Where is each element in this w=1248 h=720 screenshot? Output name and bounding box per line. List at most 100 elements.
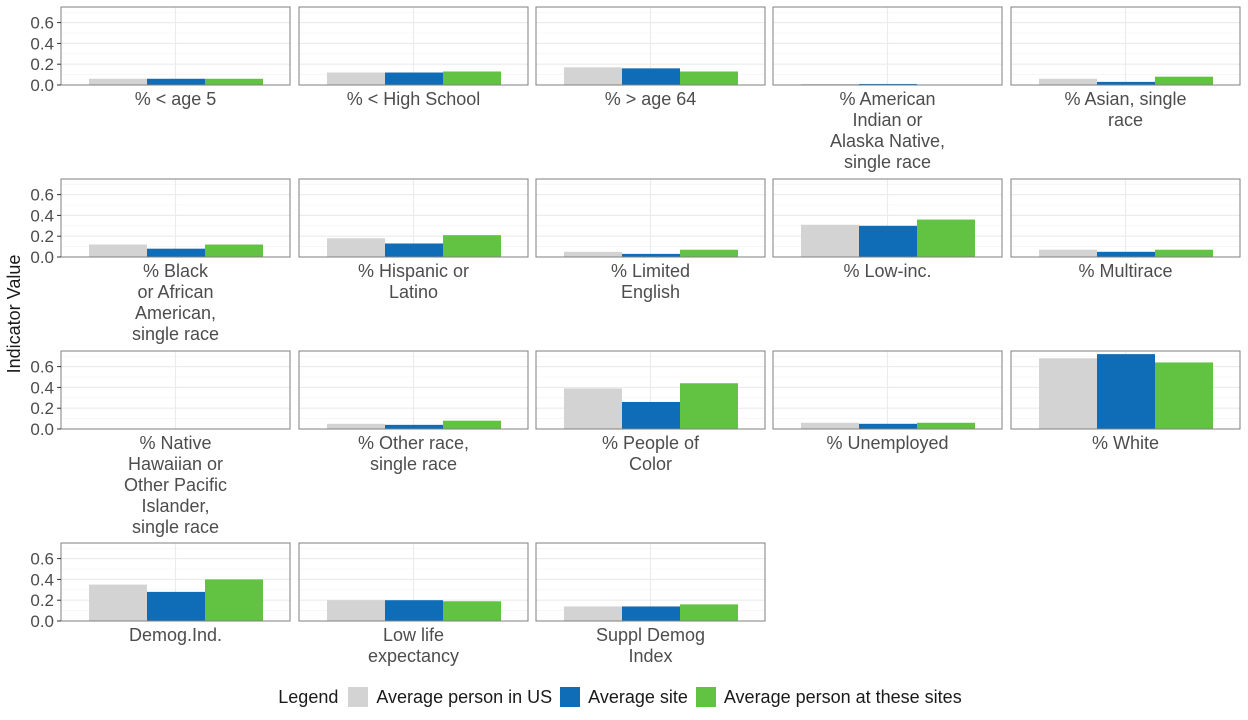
panel-label: expectancy <box>368 646 459 666</box>
panel-label: or African <box>137 282 213 302</box>
bar-these-sites <box>205 579 263 621</box>
bar-these-sites <box>1155 249 1213 257</box>
legend-item-site: Average site <box>560 687 688 708</box>
panel-border <box>772 350 1003 430</box>
bar-site <box>622 253 680 257</box>
panel-label: Alaska Native, <box>830 131 945 151</box>
bar-site <box>622 68 680 85</box>
bar-these-sites <box>443 71 501 85</box>
bar-site <box>859 423 917 429</box>
panel-label: single race <box>370 454 457 474</box>
legend-swatch-us <box>348 687 369 707</box>
panel-border <box>772 178 1003 258</box>
bar-site <box>385 424 443 429</box>
bar-these-sites <box>205 244 263 257</box>
panel-label: American, <box>135 303 216 323</box>
panel-border <box>1010 178 1241 258</box>
panel-border <box>1010 6 1241 86</box>
panel-label: single race <box>844 152 931 172</box>
panel-label: English <box>621 282 680 302</box>
y-tick-label: 0.6 <box>30 358 54 377</box>
bar-us <box>801 422 859 429</box>
legend-item-us: Average person in US <box>348 687 552 708</box>
bar-these-sites <box>205 78 263 85</box>
panel-label: % Low-inc. <box>843 261 931 281</box>
bar-these-sites <box>680 71 738 85</box>
legend-title: Legend <box>278 686 339 707</box>
bar-site <box>147 591 205 621</box>
y-tick-label: 0.2 <box>30 55 54 74</box>
bar-us <box>327 72 385 85</box>
y-tick-label: 0.6 <box>30 186 54 205</box>
y-tick-label: 0.0 <box>30 248 54 267</box>
panel-border <box>60 178 291 258</box>
panel-label: Indian or <box>852 110 922 130</box>
bar-us <box>1039 78 1097 85</box>
bar-these-sites <box>680 383 738 429</box>
y-tick-label: 0.0 <box>30 76 54 95</box>
panel-label: Suppl Demog <box>596 625 705 645</box>
panel-label: % < High School <box>347 89 481 109</box>
panel-label: Index <box>628 646 672 666</box>
bar-these-sites <box>917 219 975 257</box>
panel-label: Islander, <box>141 496 209 516</box>
panel-label: Hawaiian or <box>128 454 223 474</box>
panel-label: % Unemployed <box>826 433 948 453</box>
bar-site <box>1097 251 1155 257</box>
panel-label: % People of <box>602 433 700 453</box>
panel-border <box>60 350 291 430</box>
panel-label: % Multirace <box>1078 261 1172 281</box>
bar-us <box>564 388 622 429</box>
panel-label: % White <box>1092 433 1159 453</box>
y-tick-label: 0.6 <box>30 14 54 33</box>
bar-these-sites <box>443 235 501 257</box>
bar-these-sites <box>680 249 738 257</box>
panel-label: % > age 64 <box>605 89 697 109</box>
panel-border <box>298 178 529 258</box>
legend-swatch-these-sites <box>695 687 716 707</box>
bar-site <box>622 401 680 429</box>
bar-us <box>327 423 385 429</box>
bar-us <box>327 600 385 621</box>
y-tick-label: 0.4 <box>30 206 54 225</box>
bar-these-sites <box>443 420 501 429</box>
y-tick-label: 0.4 <box>30 378 54 397</box>
panel-label: % Asian, single <box>1064 89 1186 109</box>
bar-us <box>801 224 859 257</box>
bar-site <box>859 83 917 85</box>
y-tick-label: 0.2 <box>30 591 54 610</box>
panel-border <box>298 6 529 86</box>
panel-label: Demog.Ind. <box>129 625 222 645</box>
bar-us <box>89 78 147 85</box>
panel-label: % Hispanic or <box>358 261 469 281</box>
bar-these-sites <box>443 601 501 621</box>
bar-site <box>147 78 205 85</box>
panel-border <box>60 6 291 86</box>
bar-us <box>89 584 147 621</box>
panel-label: % American <box>839 89 935 109</box>
bar-these-sites <box>680 604 738 621</box>
bar-us <box>1039 358 1097 429</box>
bar-us <box>564 67 622 85</box>
panel-border <box>535 6 766 86</box>
legend: Legend Average person in US Average site… <box>0 684 1248 710</box>
panel-label: Latino <box>389 282 438 302</box>
y-axis-title: Indicator Value <box>4 255 24 374</box>
panel-label: % < age 5 <box>135 89 217 109</box>
panel-border <box>60 542 291 622</box>
bar-site <box>859 225 917 257</box>
y-tick-label: 0.4 <box>30 34 54 53</box>
panel-label: % Black <box>143 261 209 281</box>
legend-item-these-sites: Average person at these sites <box>695 686 962 708</box>
panel-label: Low life <box>383 625 444 645</box>
legend-label-us: Average person in US <box>376 686 553 707</box>
legend-label-these-sites: Average person at these sites <box>723 686 962 707</box>
panel-label: % Limited <box>611 261 690 281</box>
bar-site <box>385 72 443 85</box>
bar-us <box>564 606 622 621</box>
bar-us <box>327 238 385 257</box>
panel-label: single race <box>132 324 219 344</box>
panel-border <box>298 542 529 622</box>
y-tick-label: 0.2 <box>30 227 54 246</box>
